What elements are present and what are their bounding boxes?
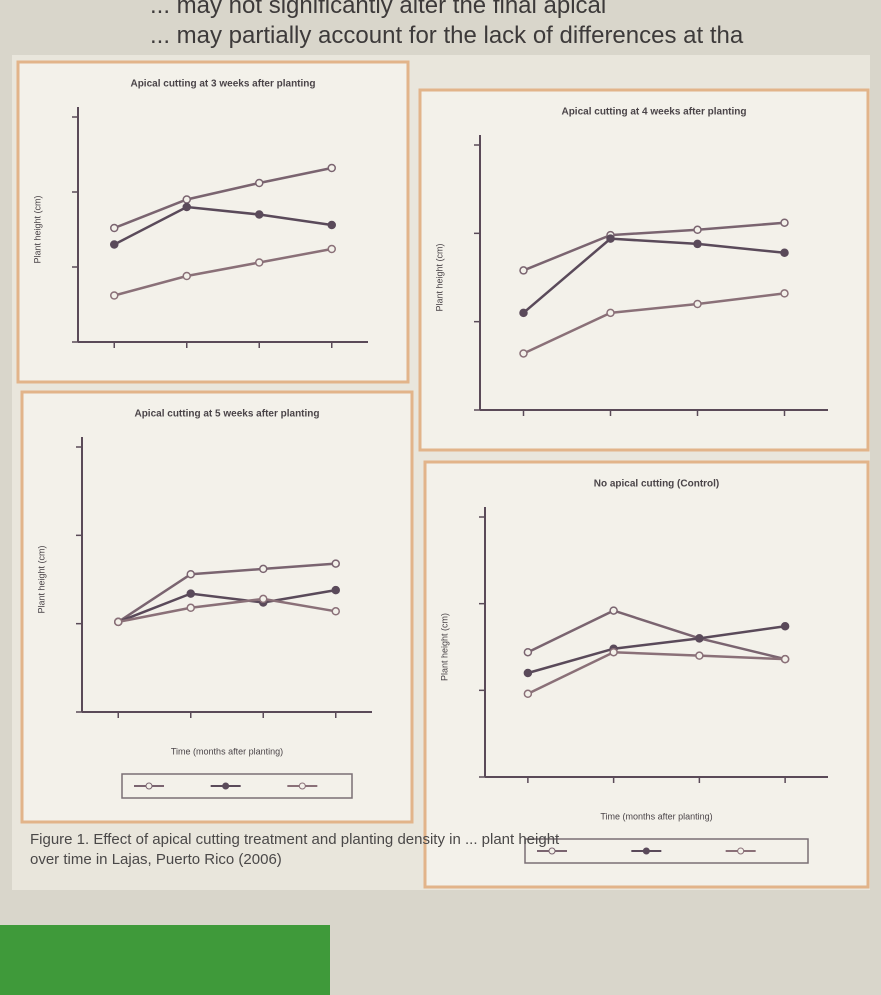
y-axis-label: Plant height (cm) <box>439 613 449 681</box>
data-point <box>115 618 122 625</box>
data-point <box>610 607 617 614</box>
data-point <box>524 690 531 697</box>
green-band <box>0 925 330 995</box>
legend-marker <box>146 783 152 789</box>
x-axis-label: Time (months after planting) <box>171 746 283 756</box>
data-point <box>328 222 335 229</box>
data-point <box>183 273 190 280</box>
legend-marker <box>738 848 744 854</box>
x-axis-label: Time (months after planting) <box>600 811 712 821</box>
data-point <box>187 604 194 611</box>
data-point <box>520 267 527 274</box>
data-point <box>256 180 263 187</box>
legend-marker <box>643 848 649 854</box>
data-point <box>520 350 527 357</box>
y-axis-label: Plant height (cm) <box>434 243 444 311</box>
data-point <box>256 259 263 266</box>
panel <box>22 392 412 822</box>
chart-title: Apical cutting at 3 weeks after planting <box>130 79 315 90</box>
data-point <box>696 652 703 659</box>
data-point <box>328 165 335 172</box>
legend-marker <box>223 783 229 789</box>
data-point <box>694 301 701 308</box>
data-point <box>332 587 339 594</box>
data-point <box>694 226 701 233</box>
data-point <box>607 235 614 242</box>
data-point <box>328 246 335 253</box>
data-point <box>520 309 527 316</box>
data-point <box>260 595 267 602</box>
data-point <box>524 649 531 656</box>
poster: ... may not significantly alter the fina… <box>0 0 881 995</box>
chart-title: No apical cutting (Control) <box>594 479 720 490</box>
panel <box>18 62 408 382</box>
panel <box>420 90 868 450</box>
y-axis-label: Plant height (cm) <box>36 545 46 613</box>
data-point <box>696 635 703 642</box>
chart-title: Apical cutting at 5 weeks after planting <box>134 409 319 420</box>
data-point <box>694 240 701 247</box>
panel <box>425 462 868 887</box>
data-point <box>782 656 789 663</box>
data-point <box>111 225 118 232</box>
chart-title: Apical cutting at 4 weeks after planting <box>561 107 746 118</box>
data-point <box>111 292 118 299</box>
data-point <box>781 249 788 256</box>
data-point <box>183 204 190 211</box>
data-point <box>781 290 788 297</box>
data-point <box>187 590 194 597</box>
data-point <box>332 560 339 567</box>
data-point <box>524 670 531 677</box>
data-point <box>610 649 617 656</box>
page: {"header": {"line1": "... may not signif… <box>0 0 881 995</box>
data-point <box>332 608 339 615</box>
data-point <box>260 565 267 572</box>
data-point <box>256 211 263 218</box>
data-point <box>781 219 788 226</box>
data-point <box>183 196 190 203</box>
data-point <box>782 623 789 630</box>
legend-marker <box>299 783 305 789</box>
data-point <box>607 309 614 316</box>
y-axis-label: Plant height (cm) <box>32 195 42 263</box>
data-point <box>111 241 118 248</box>
figure-caption: Figure 1. Effect of apical cutting treat… <box>30 830 590 870</box>
data-point <box>187 571 194 578</box>
